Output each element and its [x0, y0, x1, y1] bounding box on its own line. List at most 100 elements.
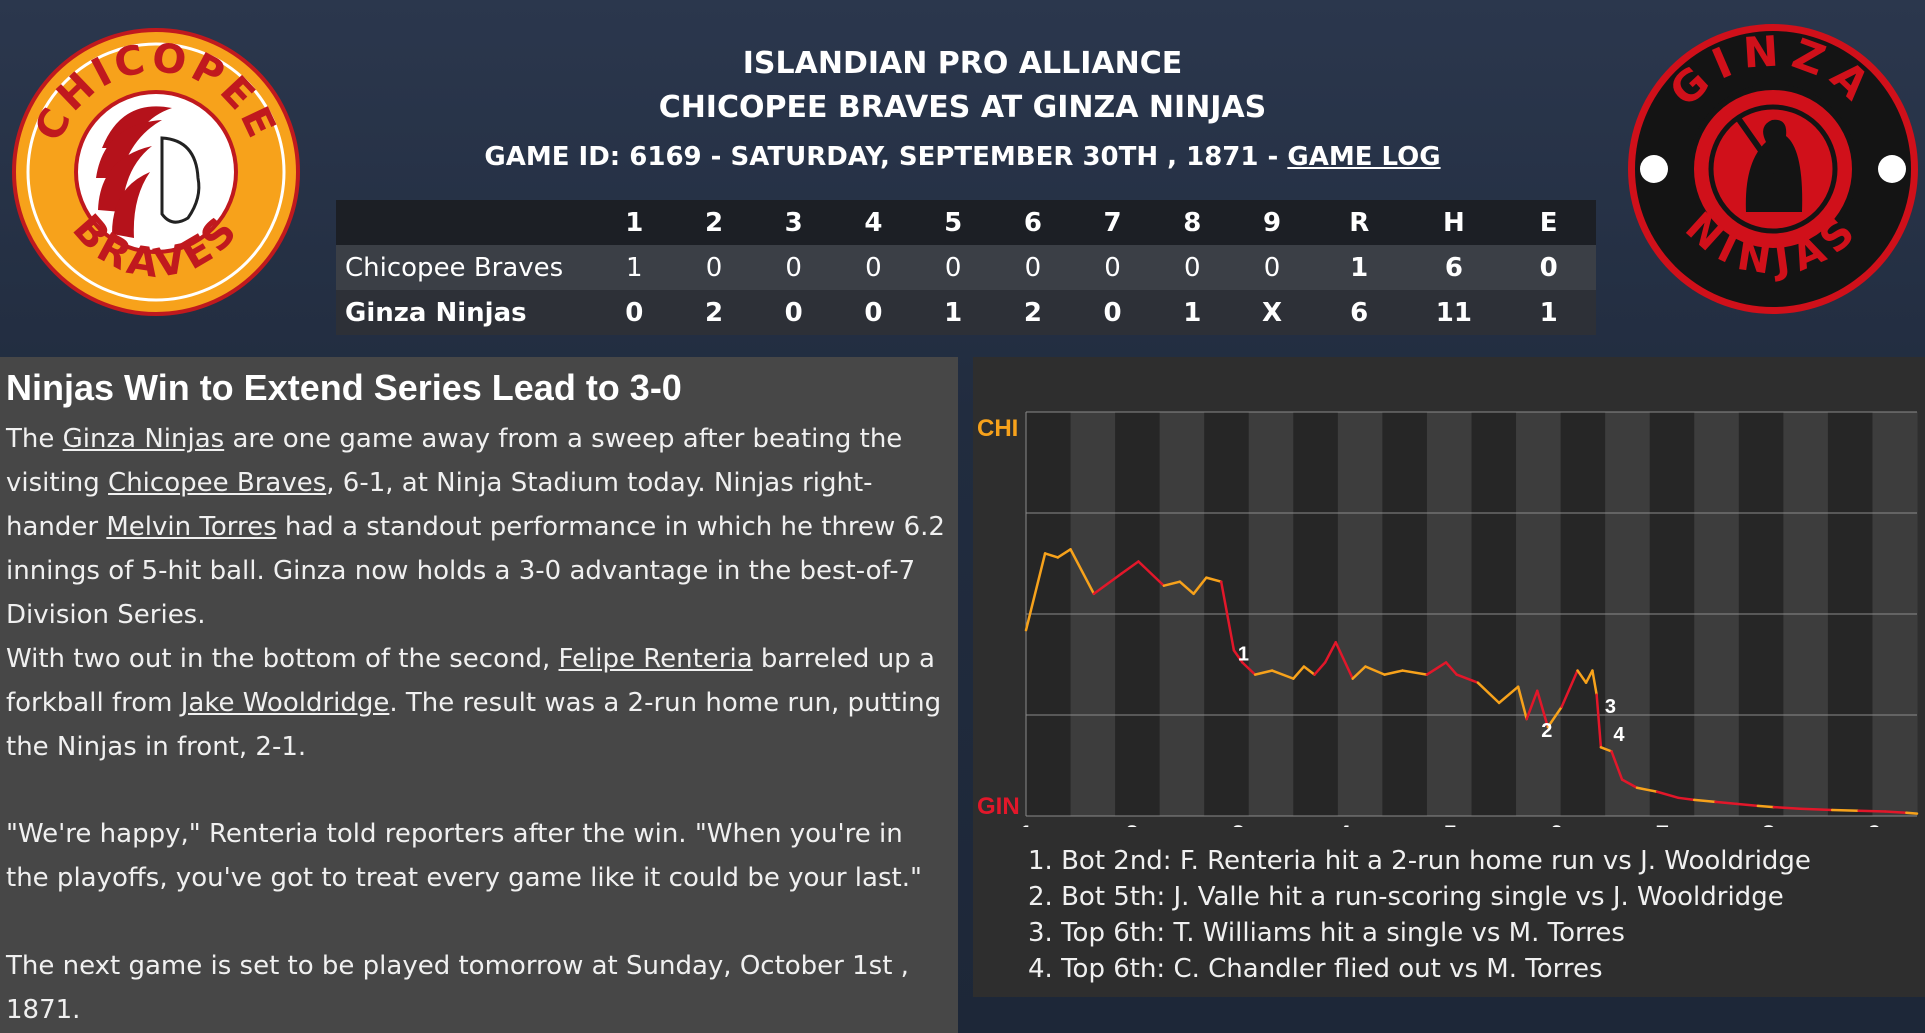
win-probability-line-segment: [1635, 786, 1659, 794]
win-probability-line-segment: [1178, 580, 1195, 596]
win-probability-line-segment: [1383, 669, 1404, 676]
link-chicopee-braves[interactable]: Chicopee Braves: [108, 468, 327, 498]
matchup-title: CHICOPEE BRAVES AT GINZA NINJAS: [658, 90, 1267, 125]
win-probability-line-segment: [1714, 800, 1738, 806]
win-probability-line-segment: [1756, 804, 1776, 809]
chart-x-tick-label: 3: [1231, 821, 1244, 827]
win-probability-line-segment: [1799, 807, 1834, 812]
inning-score: 0: [1103, 297, 1122, 328]
win-probability-line-segment: [1313, 661, 1327, 676]
story-text: barreled up a forkball from: [6, 644, 935, 718]
chart-event-marker: 2: [1541, 720, 1552, 742]
inning-score: 0: [784, 297, 803, 328]
win-probability-line-segment: [1219, 580, 1236, 652]
win-probability-line-segment: [1655, 790, 1680, 800]
chart-event-marker: 3: [1605, 696, 1616, 718]
inning-score: 1: [1183, 297, 1202, 328]
story-text: had a standout performance in which he t…: [6, 512, 945, 630]
win-probability-chart: CHIGIN1234567891234: [977, 411, 1919, 827]
win-probability-line-segment: [1162, 580, 1182, 587]
win-probability-line-segment: [1883, 810, 1908, 815]
event-note: 3. Top 6th: T. Williams hit a single vs …: [1028, 918, 1625, 948]
inning-score: 0: [785, 252, 802, 283]
win-probability-line-segment: [1425, 661, 1448, 676]
chart-event-notes: 1. Bot 2nd: F. Renteria hit a 2-run home…: [1028, 843, 1811, 987]
inning-score: X: [1261, 297, 1283, 328]
chicopee-braves-logo: CHICOPEE BRAVES: [12, 28, 300, 316]
win-probability-line-segment: [1595, 693, 1603, 749]
team-name-home[interactable]: Ginza Ninjas: [345, 297, 527, 328]
inning-header: 8: [1183, 207, 1202, 238]
win-probability-line-segment: [1205, 576, 1223, 583]
story-text: With two out in the bottom of the second…: [6, 644, 559, 674]
chart-x-tick-label: 9: [1868, 821, 1881, 827]
inning-score: 0: [1104, 252, 1121, 283]
team-name-away[interactable]: Chicopee Braves: [345, 252, 564, 283]
chart-x-tick-label: 7: [1656, 821, 1669, 827]
errors-total: 1: [1539, 297, 1558, 328]
story-text: , 6-1, at Ninja Stadium today. Ninjas ri…: [6, 468, 873, 542]
game-info: GAME ID: 6169 - SATURDAY, SEPTEMBER 30TH…: [340, 142, 1585, 172]
errors-total: 0: [1539, 252, 1558, 283]
chart-event-marker: 1: [1238, 643, 1249, 665]
win-probability-line-segment: [1610, 750, 1624, 781]
story-text: The: [6, 424, 63, 454]
chart-label-gin: GIN: [977, 793, 1020, 820]
win-probability-line-segment: [1137, 560, 1166, 587]
game-log-link[interactable]: GAME LOG: [1287, 142, 1441, 172]
win-probability-line-segment: [1772, 805, 1802, 810]
hits-total: 6: [1444, 252, 1463, 283]
inning-score: 0: [705, 252, 723, 283]
win-probability-line-segment: [1241, 661, 1257, 676]
chart-x-tick-label: 5: [1444, 821, 1457, 827]
inning-score: 1: [625, 252, 643, 283]
header-team-cell: [336, 200, 594, 245]
inning-header: 4: [864, 207, 883, 238]
box-score-table: 1 2 3 4 5 6 7 8 9 R H E Chicopee Braves …: [336, 200, 1596, 335]
win-probability-line-segment: [1292, 665, 1306, 680]
game-story-panel: Ninjas Win to Extend Series Lead to 3-0 …: [0, 357, 958, 1033]
win-probability-line-segment: [1677, 796, 1696, 802]
chart-x-tick-label: 6: [1550, 821, 1563, 827]
link-ginza-ninjas[interactable]: Ginza Ninjas: [62, 424, 225, 454]
inning-score: 0: [1024, 252, 1042, 283]
link-felipe-renteria[interactable]: Felipe Renteria: [558, 644, 753, 674]
box-score-row-away: Chicopee Braves 1 0 0 0 0 0 0 0 0 1 6 0: [336, 245, 1596, 290]
inning-header: 5: [944, 207, 963, 238]
win-probability-line-segment: [1476, 681, 1501, 705]
win-probability-line-segment: [1232, 649, 1244, 664]
win-probability-line-segment: [1576, 669, 1588, 684]
inning-header: 1: [625, 207, 644, 238]
win-probability-line-segment: [1857, 809, 1887, 813]
errors-header: E: [1539, 207, 1558, 238]
win-probability-line-segment: [1270, 669, 1295, 680]
story-paragraph-2: With two out in the bottom of the second…: [6, 637, 951, 769]
chart-event-marker: 4: [1613, 724, 1625, 746]
win-probability-line-segment: [1401, 669, 1429, 676]
runs-header: R: [1349, 207, 1370, 238]
story-paragraph-4: The next game is set to be played tomorr…: [6, 951, 909, 1025]
runs-total: 6: [1350, 297, 1369, 328]
link-melvin-torres[interactable]: Melvin Torres: [106, 512, 277, 542]
win-probability-line-segment: [1444, 661, 1458, 676]
story-paragraph-3: "We're happy," Renteria told reporters a…: [6, 819, 922, 893]
link-jake-wooldridge[interactable]: Jake Wooldridge: [180, 688, 390, 718]
story-paragraph-1: The Ginza Ninjas are one game away from …: [6, 417, 951, 637]
chart-label-chi: CHI: [977, 415, 1018, 442]
hits-total: 11: [1435, 297, 1472, 328]
ginza-ninjas-logo: GINZA NINJAS: [1626, 22, 1920, 316]
win-probability-line-segment: [1693, 798, 1717, 804]
win-probability-line-segment: [1302, 665, 1316, 676]
event-note: 4. Top 6th: C. Chandler flied out vs M. …: [1028, 954, 1603, 984]
chart-x-tick-label: 2: [1125, 821, 1138, 827]
win-probability-line-segment: [1351, 665, 1367, 680]
win-probability-line-segment: [1120, 560, 1140, 575]
win-probability-line-segment: [1092, 572, 1123, 596]
inning-score: 0: [1184, 252, 1201, 283]
hits-header: H: [1443, 207, 1465, 238]
inning-header: 7: [1103, 207, 1122, 238]
story-text: are one game away from a sweep after bea…: [6, 424, 903, 498]
win-probability-line-segment: [1905, 811, 1919, 815]
win-probability-line-segment: [1024, 552, 1047, 632]
chart-x-tick-label: 1: [1019, 821, 1032, 827]
